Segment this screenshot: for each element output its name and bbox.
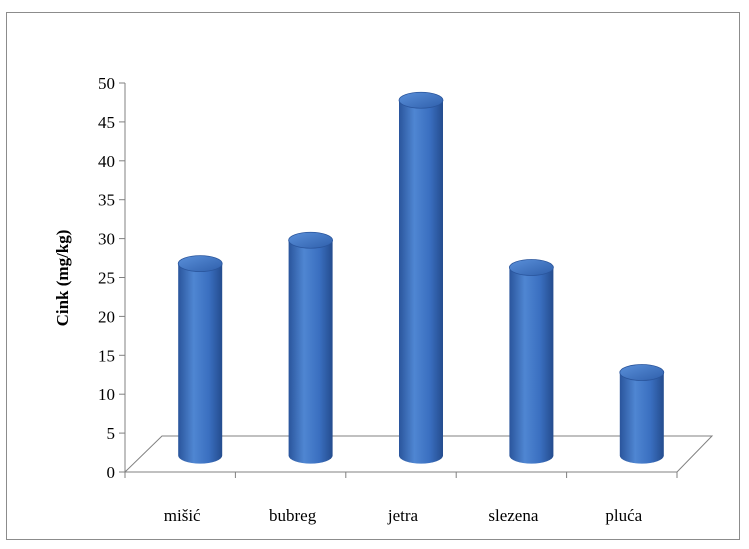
x-tick-label: bubreg bbox=[269, 506, 317, 525]
y-tick-label: 10 bbox=[98, 385, 115, 404]
bar bbox=[177, 255, 223, 464]
bar bbox=[619, 364, 665, 464]
y-tick-label: 45 bbox=[98, 113, 115, 132]
x-axis-labels: mišić bubreg jetra slezena pluća bbox=[164, 506, 643, 525]
y-tick-label: 35 bbox=[98, 191, 115, 210]
bar-top bbox=[509, 259, 554, 276]
x-tick-label: jetra bbox=[387, 506, 419, 525]
x-tick-label: mišić bbox=[164, 506, 201, 525]
x-axis-ticks bbox=[124, 472, 678, 478]
bar bbox=[398, 91, 444, 464]
bar-top bbox=[288, 231, 334, 249]
bar-body bbox=[288, 240, 333, 464]
y-axis-label: Cink (mg/kg) bbox=[53, 230, 72, 327]
y-tick-label: 40 bbox=[98, 152, 115, 171]
y-tick-label: 25 bbox=[98, 269, 115, 288]
y-tick-label: 15 bbox=[98, 346, 115, 365]
bars bbox=[177, 91, 665, 464]
y-tick-label: 30 bbox=[98, 230, 115, 249]
x-tick-label: pluća bbox=[605, 506, 642, 525]
bar-top bbox=[177, 255, 223, 273]
y-tick-label: 20 bbox=[98, 307, 115, 326]
bar bbox=[509, 259, 554, 464]
bar-body bbox=[509, 267, 554, 464]
bar-body bbox=[399, 100, 443, 464]
y-tick-label: 0 bbox=[107, 463, 116, 482]
x-tick-label: slezena bbox=[488, 506, 538, 525]
y-axis-ticks: 0 5 10 15 20 25 30 35 40 45 50 bbox=[98, 74, 125, 482]
y-tick-label: 50 bbox=[98, 74, 115, 93]
bar-body bbox=[178, 263, 223, 464]
y-tick-label: 5 bbox=[107, 424, 116, 443]
bar bbox=[288, 231, 334, 464]
bar-body bbox=[619, 372, 664, 464]
bar-top bbox=[398, 91, 444, 109]
bar-top bbox=[619, 364, 665, 381]
